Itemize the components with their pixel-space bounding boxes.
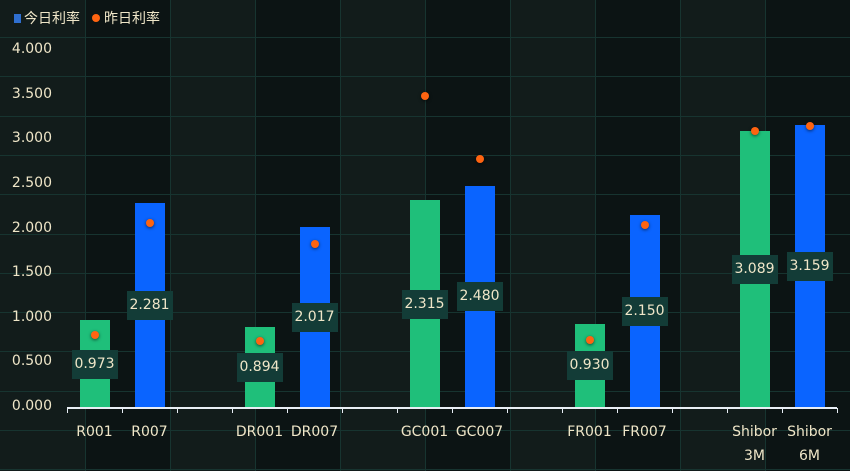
bar-value-label: 0.894 (236, 353, 283, 383)
grid-line-vertical (510, 0, 511, 471)
circle-icon (92, 14, 100, 22)
x-tick (67, 408, 68, 413)
x-tick (782, 408, 783, 413)
yesterday-rate-dot[interactable] (805, 121, 814, 130)
yesterday-rate-dot[interactable] (90, 330, 99, 339)
yesterday-rate-dot[interactable] (750, 127, 759, 136)
yesterday-rate-dot[interactable] (145, 219, 154, 228)
legend-yesterday-label: 昨日利率 (104, 11, 160, 27)
x-tick (562, 408, 563, 413)
y-tick-label: 1.500 (11, 264, 52, 281)
y-tick-label: 0.000 (11, 398, 52, 414)
x-tick (287, 408, 288, 413)
bar-value-label: 0.973 (71, 349, 118, 379)
x-tick-label: R001 (76, 424, 113, 440)
x-tick (232, 408, 233, 413)
background-stripe (0, 0, 85, 471)
background-stripe (170, 0, 255, 471)
bar-value-label: 2.480 (456, 282, 503, 312)
x-tick (507, 408, 508, 413)
bar-value-label: 2.150 (621, 297, 668, 327)
yesterday-rate-dot[interactable] (585, 336, 594, 345)
legend-today[interactable]: 今日利率 (14, 8, 80, 28)
x-tick (727, 408, 728, 413)
grid-line-vertical (595, 0, 596, 471)
bar-value-label: 0.930 (566, 351, 613, 381)
x-tick (837, 408, 838, 413)
x-tick (672, 408, 673, 413)
yesterday-rate-dot[interactable] (420, 92, 429, 101)
bar-value-label: 3.159 (786, 252, 833, 282)
x-tick-label: FR001 (567, 424, 612, 440)
legend-yesterday[interactable]: 昨日利率 (92, 8, 160, 28)
yesterday-rate-dot[interactable] (255, 336, 264, 345)
x-tick-label: FR007 (622, 424, 667, 440)
bar-value-label: 2.281 (126, 291, 173, 321)
x-tick-label: R007 (131, 424, 168, 440)
x-tick-label: Shibor 3M (732, 424, 777, 464)
x-tick (617, 408, 618, 413)
x-tick (452, 408, 453, 413)
x-tick (122, 408, 123, 413)
y-tick-label: 2.000 (11, 219, 52, 236)
x-tick-label: DR007 (290, 424, 339, 440)
legend: 今日利率 昨日利率 (14, 8, 172, 28)
yesterday-rate-dot[interactable] (310, 239, 319, 248)
x-tick (342, 408, 343, 413)
y-tick-label: 2.500 (11, 174, 52, 191)
y-tick-label: 3.500 (11, 85, 52, 102)
yesterday-rate-dot[interactable] (475, 154, 484, 163)
y-tick-label: 0.500 (11, 353, 52, 370)
y-tick-label: 4.000 (11, 41, 52, 57)
grid-line-vertical (85, 0, 86, 471)
bar-value-label: 3.089 (731, 255, 778, 285)
square-icon (14, 13, 21, 23)
grid-line-vertical (255, 0, 256, 471)
x-tick-label: GC007 (455, 424, 504, 440)
x-tick-label: GC001 (400, 424, 449, 440)
grid-line-vertical (680, 0, 681, 471)
grid-line-vertical (340, 0, 341, 471)
x-tick (397, 408, 398, 413)
legend-today-label: 今日利率 (24, 11, 80, 27)
y-tick-label: 1.000 (11, 308, 52, 325)
y-tick-label: 3.000 (11, 130, 52, 147)
grid-line-vertical (170, 0, 171, 471)
yesterday-rate-dot[interactable] (640, 220, 649, 229)
x-tick-label: Shibor 6M (787, 424, 832, 464)
x-tick-label: DR001 (235, 424, 284, 440)
bar-value-label: 2.315 (401, 289, 448, 319)
x-tick (177, 408, 178, 413)
bar-value-label: 2.017 (291, 302, 338, 332)
